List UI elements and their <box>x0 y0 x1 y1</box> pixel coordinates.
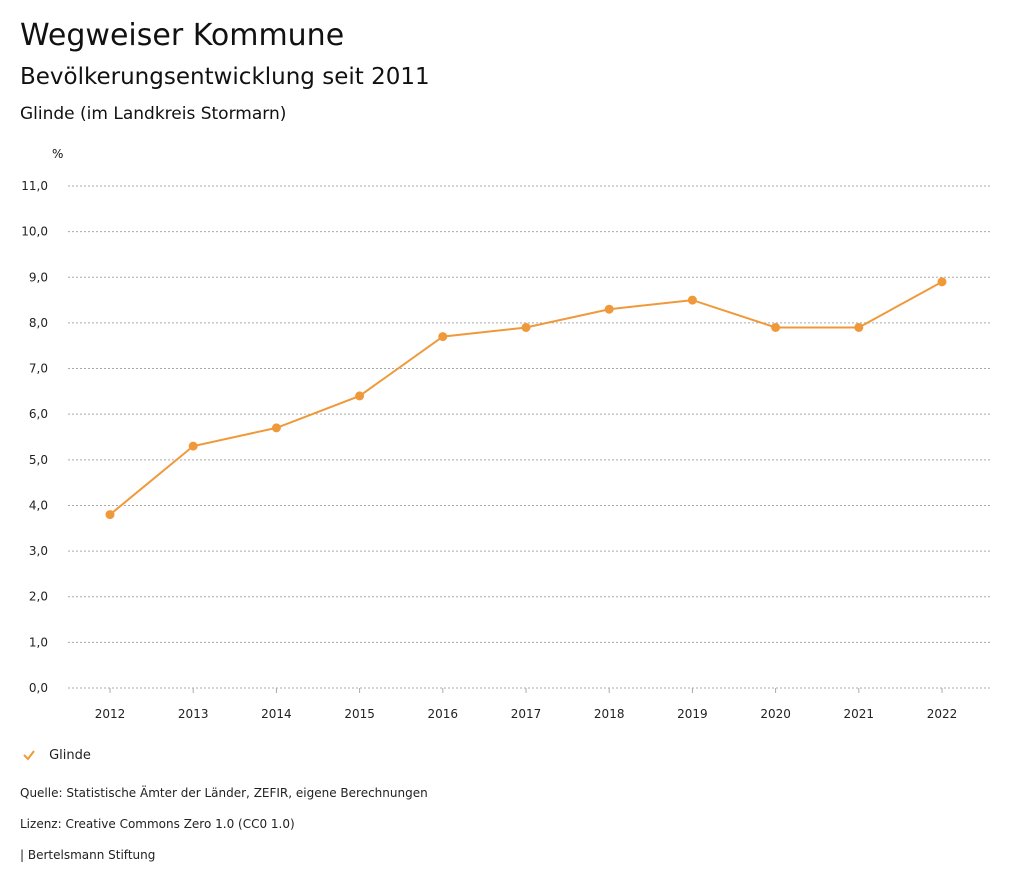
data-point <box>271 423 281 433</box>
y-axis-unit: % <box>52 147 64 161</box>
data-point <box>604 304 614 314</box>
data-point <box>854 322 864 332</box>
data-point <box>937 277 947 287</box>
y-tick-label: 4,0 <box>29 498 48 512</box>
x-tick-label: 2020 <box>760 707 791 721</box>
x-tick-label: 2014 <box>261 707 292 721</box>
y-tick-label: 6,0 <box>29 407 48 421</box>
y-tick-label: 9,0 <box>29 270 48 284</box>
series-line <box>109 280 943 516</box>
x-tick-label: 2012 <box>95 707 126 721</box>
y-tick-label: 3,0 <box>29 544 48 558</box>
y-tick-label: 1,0 <box>29 635 48 649</box>
legend-label: Glinde <box>49 748 91 763</box>
license-text: Lizenz: Creative Commons Zero 1.0 (CC0 1… <box>20 817 295 831</box>
x-tick-label: 2013 <box>178 707 209 721</box>
y-tick-label: 0,0 <box>29 681 48 695</box>
source-text: Quelle: Statistische Ämter der Länder, Z… <box>20 786 428 800</box>
x-tick-label: 2017 <box>511 707 542 721</box>
x-tick-label: 2015 <box>344 707 375 721</box>
y-tick-label: 10,0 <box>21 225 48 239</box>
region-title: Glinde (im Landkreis Stormarn) <box>20 104 287 124</box>
x-tick-label: 2021 <box>844 707 875 721</box>
data-point <box>771 322 781 332</box>
y-tick-label: 2,0 <box>29 590 48 604</box>
x-tick-label: 2022 <box>927 707 958 721</box>
data-point <box>438 332 448 342</box>
chart-subtitle: Bevölkerungsentwicklung seit 2011 <box>20 64 430 90</box>
data-point <box>687 295 697 305</box>
data-point <box>355 391 365 401</box>
y-tick-label: 7,0 <box>29 362 48 376</box>
check-icon <box>23 749 35 761</box>
x-tick-label: 2016 <box>428 707 459 721</box>
brand-text: | Bertelsmann Stiftung <box>20 848 156 862</box>
data-point <box>105 510 115 520</box>
x-tick-label: 2019 <box>677 707 708 721</box>
data-point <box>521 322 531 332</box>
data-point <box>188 441 198 451</box>
x-tick-label: 2018 <box>594 707 625 721</box>
legend-item-glinde[interactable]: Glinde <box>22 744 91 763</box>
y-tick-label: 11,0 <box>21 179 48 193</box>
page-title: Wegweiser Kommune <box>20 18 345 53</box>
y-tick-label: 5,0 <box>29 453 48 467</box>
y-tick-label: 8,0 <box>29 316 48 330</box>
